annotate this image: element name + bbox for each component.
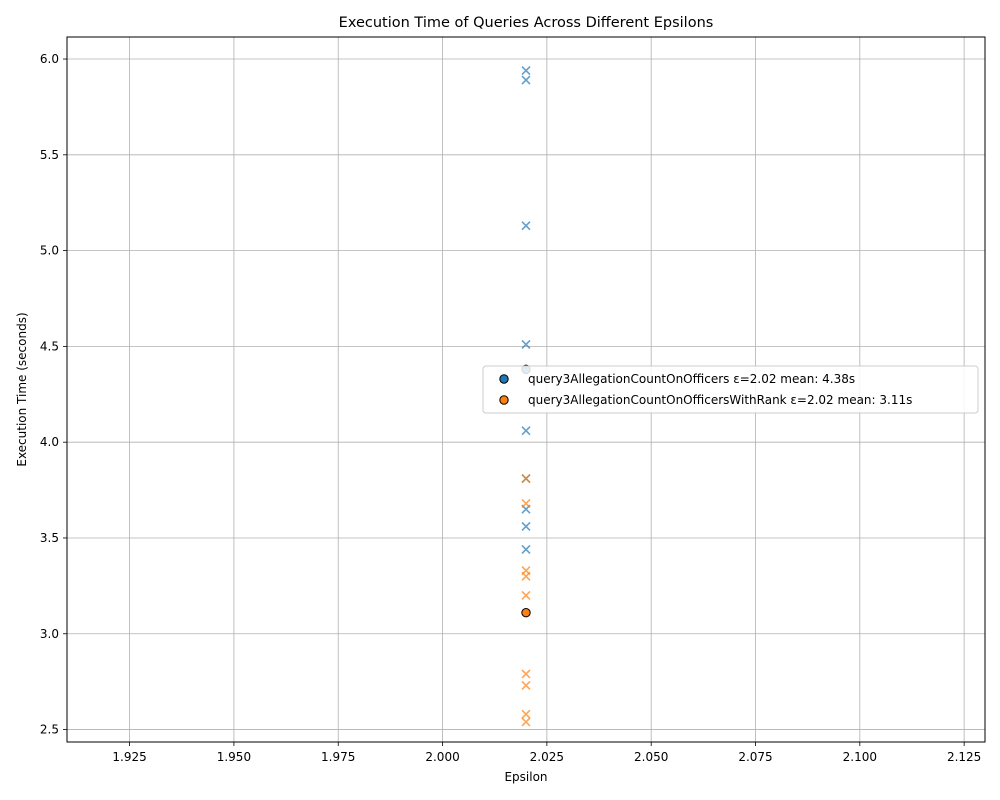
legend-box [482,365,979,414]
y-tick-label: 4.5 [40,339,59,353]
run-point-x-marker [521,498,531,509]
y-tick-label: 2.5 [40,723,59,737]
run-point-x-marker [521,75,531,85]
run-point-x-marker [521,544,531,555]
run-point-x-marker [521,709,531,719]
y-tick-label: 3.0 [40,627,59,641]
run-point-x-marker [521,65,531,76]
y-axis-label: Execution Time (seconds) [15,312,29,466]
legend-marker [499,374,509,384]
x-tick-label: 2.125 [947,750,981,764]
x-tick-label: 2.025 [530,750,564,764]
run-point-x-marker [521,521,531,532]
run-point-x-marker [521,474,531,484]
run-point-x-marker [521,717,531,727]
run-point-x-marker [521,339,531,350]
x-tick-label: 2.100 [843,750,877,764]
y-tick-label: 6.0 [40,52,59,66]
plot-frame [66,36,986,743]
run-point-x-marker [521,680,531,691]
y-tick-label: 4.0 [40,435,59,449]
y-tick-label: 5.5 [40,148,59,162]
grid-lines [67,37,985,742]
x-tick-label: 2.050 [634,750,668,764]
run-point-x-marker [521,426,531,436]
mean-point-2 [521,607,531,618]
x-tick-label: 1.975 [321,750,355,764]
y-tick-label: 5.0 [40,244,59,258]
chart-title: Execution Time of Queries Across Differe… [339,15,714,31]
y-tick-label: 3.5 [40,531,59,545]
y-axis-ticks: 2.5 3.0 3.5 4.0 4.5 5.0 5.5 6.0 [40,52,67,737]
run-point-x-marker [521,590,531,601]
run-point-x-marker [521,221,531,231]
legend-label: query3AllegationCountOnOfficersWithRank … [528,393,912,407]
x-tick-label: 2.000 [425,750,459,764]
x-tick-label: 1.950 [217,750,251,764]
legend-marker [499,395,509,405]
x-tick-label: 1.925 [112,750,146,764]
legend-label: query3AllegationCountOnOfficers ε=2.02 m… [528,372,855,386]
series-2 [521,474,531,727]
x-axis-ticks: 1.925 1.950 1.975 2.000 2.025 2.050 2.075 2.100… [112,742,981,764]
x-axis-label: Epsilon [504,770,547,784]
legend: query3AllegationCountOnOfficers ε=2.02 m… [482,365,979,414]
run-point-x-marker [521,669,531,679]
x-tick-label: 2.075 [738,750,772,764]
run-point-x-marker [521,571,531,581]
